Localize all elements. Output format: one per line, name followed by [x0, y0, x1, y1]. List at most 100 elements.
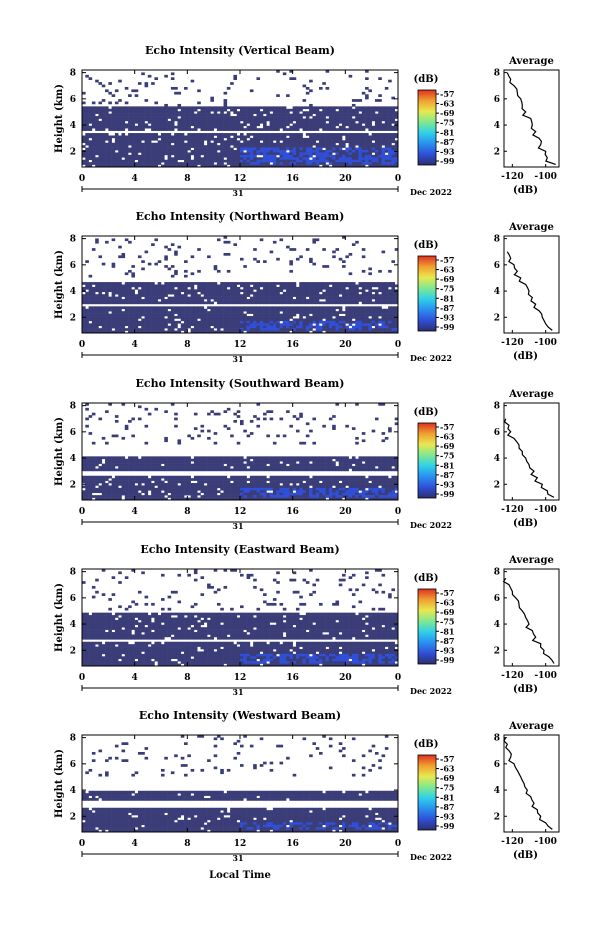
- heatmap-cell: [105, 330, 109, 334]
- heatmap-cell: [371, 282, 376, 285]
- heatmap-cell: [243, 313, 247, 317]
- heatmap-cell: [170, 461, 175, 464]
- heatmap-cell: [381, 113, 386, 117]
- heatmap-cell: [335, 468, 340, 472]
- heatmap-cell: [368, 311, 372, 314]
- heatmap-cell: [338, 289, 343, 293]
- heatmap-cell: [105, 308, 109, 312]
- heatmap-cell: [161, 128, 165, 131]
- heatmap-cell: [157, 108, 162, 112]
- heatmap-cell: [230, 325, 234, 329]
- day-label: 31: [232, 188, 243, 198]
- heatmap-cell: [170, 325, 175, 329]
- heatmap-cell: [299, 255, 303, 259]
- heatmap-cell: [108, 475, 112, 479]
- heatmap-cell: [118, 461, 122, 464]
- heatmap-cell: [338, 150, 343, 153]
- heatmap-cell: [170, 316, 175, 319]
- heatmap-cell: [240, 475, 244, 479]
- heatmap-cell: [315, 152, 320, 156]
- heatmap-cell: [118, 299, 122, 302]
- heatmap-cell: [111, 162, 116, 165]
- heatmap-cell: [151, 284, 155, 288]
- heatmap-cell: [197, 461, 201, 464]
- heatmap-cell: [118, 320, 122, 324]
- heatmap-cell: [246, 434, 251, 438]
- heatmap-cell: [269, 118, 274, 122]
- heatmap-cell: [335, 330, 340, 334]
- heatmap-cell: [226, 294, 231, 297]
- heatmap-cell: [259, 296, 264, 300]
- heatmap-cell: [147, 412, 152, 416]
- heatmap-cell: [101, 284, 106, 288]
- heatmap-cell: [88, 286, 93, 290]
- heatmap-cell: [184, 142, 188, 146]
- heatmap-cell: [253, 301, 257, 305]
- heatmap-cell: [226, 330, 231, 334]
- heatmap-cell: [213, 286, 218, 290]
- heatmap-cell: [105, 282, 109, 285]
- heatmap-cell: [269, 320, 274, 324]
- heatmap-cell: [335, 150, 340, 153]
- heatmap-cell: [236, 301, 241, 305]
- heatmap-cell: [174, 456, 178, 460]
- heatmap-cell: [147, 301, 152, 305]
- heatmap-cell: [180, 145, 185, 148]
- heatmap-cell: [170, 157, 175, 161]
- heatmap-cell: [368, 159, 372, 163]
- heatmap-cell: [193, 137, 198, 141]
- heatmap-cell: [187, 125, 191, 129]
- heatmap-cell: [141, 152, 145, 156]
- heatmap-cell: [253, 313, 257, 317]
- colorbar-tick-label: -69: [440, 108, 455, 118]
- heatmap-cell: [299, 330, 303, 334]
- heatmap-cell: [256, 328, 261, 331]
- heatmap-cell: [345, 318, 349, 322]
- heatmap-cell: [282, 308, 287, 312]
- heatmap-cell: [305, 120, 310, 124]
- heatmap-cell: [200, 137, 205, 141]
- heatmap-cell: [134, 325, 139, 329]
- heatmap-cell: [207, 111, 211, 114]
- heatmap-cell: [210, 150, 214, 153]
- heatmap-cell: [187, 463, 191, 467]
- heatmap-cell: [299, 147, 303, 151]
- heatmap-cell: [292, 77, 297, 80]
- heatmap-cell: [282, 330, 287, 334]
- heatmap-cell: [309, 291, 313, 295]
- heatmap-cell: [269, 284, 274, 288]
- heatmap-cell: [161, 111, 165, 114]
- heatmap-cell: [394, 116, 399, 119]
- heatmap-cell: [361, 255, 366, 259]
- heatmap-cell: [118, 296, 122, 300]
- heatmap-cell: [101, 154, 106, 158]
- heatmap-cell: [91, 306, 96, 310]
- heatmap-cell: [269, 306, 274, 310]
- heatmap-cell: [381, 316, 386, 319]
- heatmap-cell: [82, 159, 86, 163]
- heatmap-cell: [128, 468, 132, 472]
- heatmap-cell: [141, 466, 145, 469]
- heatmap-cell: [378, 150, 382, 153]
- heatmap-cell: [95, 330, 99, 334]
- heatmap-cell: [190, 320, 195, 324]
- heatmap-cell: [147, 157, 152, 161]
- heatmap-cell: [292, 106, 297, 110]
- heatmap-cell: [342, 299, 346, 302]
- heatmap-cell: [131, 147, 135, 151]
- heatmap-cell: [371, 466, 376, 469]
- heatmap-cell: [335, 113, 340, 117]
- heatmap-cell: [193, 116, 198, 119]
- heatmap-cell: [286, 311, 290, 314]
- heatmap-cell: [226, 289, 231, 293]
- heatmap-cell: [220, 466, 224, 469]
- heatmap-cell: [338, 159, 343, 163]
- heatmap-cell: [98, 330, 103, 334]
- heatmap-cell: [325, 140, 330, 144]
- heatmap-cell: [332, 415, 336, 418]
- heatmap-cell: [368, 320, 372, 324]
- heatmap-cell: [276, 159, 280, 163]
- heatmap-cell: [263, 159, 267, 163]
- heatmap-cell: [309, 113, 313, 117]
- heatmap-cell: [226, 463, 231, 467]
